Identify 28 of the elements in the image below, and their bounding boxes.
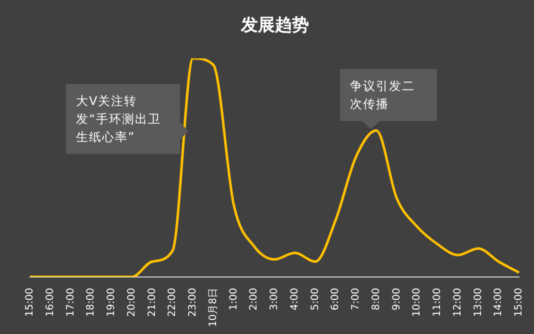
x-tick-label: 18:00 xyxy=(86,288,97,317)
chart-title: 发展趋势 xyxy=(240,16,309,36)
x-tick-label: 6:00 xyxy=(330,288,342,310)
x-tick-label: 3:00 xyxy=(269,288,280,310)
x-tick-label: 23:00 xyxy=(188,288,199,317)
x-tick-label: 10月8日 xyxy=(208,288,219,328)
x-tick-label: 4:00 xyxy=(289,288,300,310)
x-tick-label: 8:00 xyxy=(370,288,382,310)
x-tick-label: 15:00 xyxy=(24,288,36,317)
annotation: 争议引发二次传播 xyxy=(350,79,415,111)
x-tick-label: 15:00 xyxy=(514,288,525,317)
x-tick-label: 9:00 xyxy=(391,288,402,310)
x-tick-label: 1:00 xyxy=(228,288,240,310)
x-tick-label: 11:00 xyxy=(432,288,444,317)
x-tick-label: 17:00 xyxy=(65,288,76,317)
x-tick-label: 22:00 xyxy=(167,288,178,317)
x-tick-label: 2:00 xyxy=(248,288,260,310)
annotation: 大V关注转发“手环测出卫生纸心率” xyxy=(76,94,162,144)
x-tick-label: 16:00 xyxy=(44,288,56,317)
x-tick-label: 21:00 xyxy=(146,288,158,317)
x-tick-label: 10:00 xyxy=(412,288,423,317)
x-tick-label: 5:00 xyxy=(310,288,321,310)
x-tick-label: 19:00 xyxy=(106,288,118,317)
x-tick-label: 20:00 xyxy=(126,288,138,317)
x-tick-label: 13:00 xyxy=(472,288,484,317)
x-tick-label: 12:00 xyxy=(452,288,464,317)
x-tick-label: 7:00 xyxy=(350,288,362,310)
x-tick-label: 14:00 xyxy=(493,288,504,317)
